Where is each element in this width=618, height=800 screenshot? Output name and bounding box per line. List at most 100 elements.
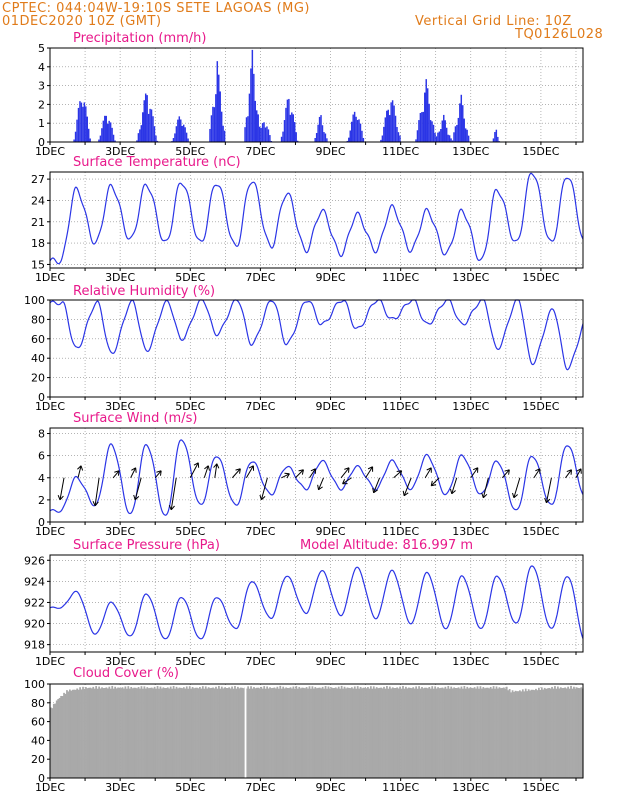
cloud-bar <box>270 688 273 778</box>
cloud-bar <box>295 686 298 778</box>
precip-bar <box>440 129 442 142</box>
cloud-bar <box>178 687 181 778</box>
precip-bar <box>212 106 214 142</box>
x-tick-label: 15DEC <box>522 655 559 668</box>
precip-bar <box>185 132 188 142</box>
wind-vector-head <box>133 494 140 501</box>
precip-bar <box>358 119 360 142</box>
cloud-bar <box>220 686 223 778</box>
precip-bar <box>177 119 179 142</box>
cloud-bar <box>235 688 238 778</box>
precip-bar <box>82 106 84 142</box>
cloud-bar <box>350 687 353 778</box>
precip-bar <box>454 126 457 142</box>
cloud-bar <box>407 687 410 778</box>
cloud-bar <box>326 688 328 778</box>
cloud-bar <box>409 687 412 778</box>
cloud-bar <box>104 687 106 778</box>
cloud-bar <box>453 687 456 778</box>
x-tick-label: 9DEC <box>315 525 345 538</box>
x-tick-label: 3DEC <box>105 400 135 413</box>
y-tick-label: 3 <box>38 80 45 93</box>
x-tick-label: 13DEC <box>452 655 489 668</box>
x-tick-label: 9DEC <box>315 655 345 668</box>
precip-bar <box>391 100 394 142</box>
cloud-bar <box>291 688 293 778</box>
cloud-bar <box>193 688 195 778</box>
y-tick-label: 8 <box>38 428 45 441</box>
wind-vector <box>365 466 374 479</box>
cloud-bar <box>443 688 445 778</box>
precip-bar <box>247 116 249 142</box>
header-datetime: 01DEC2020 10Z (GMT) <box>2 14 162 29</box>
cloud-bar <box>552 688 555 778</box>
x-tick-label: 3DEC <box>105 781 135 794</box>
precip-bar <box>99 135 102 142</box>
cloud-bar <box>248 688 251 778</box>
wind-vector <box>501 469 510 479</box>
cloud-bar <box>74 689 77 778</box>
cloud-bar <box>501 687 504 778</box>
cloud-bar <box>555 688 558 778</box>
wind-vector-head <box>92 501 99 507</box>
cloud-bar <box>55 700 58 778</box>
cloud-bar <box>218 685 220 778</box>
x-tick-label: 15DEC <box>522 400 559 413</box>
cloud-bar <box>118 687 121 778</box>
wind-vector-head <box>77 465 84 471</box>
y-tick-label: 922 <box>24 596 45 609</box>
wind-vector <box>545 477 552 503</box>
plot-frame <box>49 683 584 779</box>
cloud-bar <box>396 687 399 778</box>
cloud-bar <box>225 687 228 778</box>
cloud-bar <box>540 687 543 778</box>
cloud-bar <box>82 686 84 778</box>
cloud-bar <box>479 686 482 778</box>
precip-bar <box>459 103 461 142</box>
wind-vector <box>533 468 541 479</box>
wind-vector <box>373 477 381 493</box>
cloud-bar <box>532 689 534 778</box>
cloud-bar <box>187 688 190 778</box>
precip-bar <box>361 130 363 142</box>
cloud-bar <box>441 687 444 778</box>
precip-bar <box>422 111 425 142</box>
cloud-bar <box>310 688 312 778</box>
y-tick-label: 2 <box>38 494 45 507</box>
cloud-bar <box>520 691 523 778</box>
pressure-title: Surface Pressure (hPa) <box>73 538 220 553</box>
precip-bar <box>86 116 88 142</box>
precip-bar <box>256 110 258 142</box>
cloud-bar <box>571 688 574 778</box>
precip-bar <box>380 139 382 142</box>
x-tick-label: 5DEC <box>175 525 205 538</box>
cloud-bar <box>340 685 343 778</box>
cloud-bar <box>275 688 277 778</box>
cloud-bar <box>185 686 188 778</box>
precip-bar <box>261 123 264 142</box>
cloud-bar <box>219 688 222 778</box>
cloud-bar <box>573 686 575 778</box>
precip-bar <box>251 49 254 142</box>
precip-bar <box>291 112 293 142</box>
cloud-bar <box>155 688 157 778</box>
cloud-bar <box>537 687 540 778</box>
cloud-bar <box>172 685 175 778</box>
precip-bar <box>464 128 467 142</box>
precip-bar <box>89 138 91 142</box>
precip-bar <box>456 124 458 142</box>
cloud-bar <box>117 687 119 778</box>
cloud-bar <box>524 688 527 778</box>
precip-bar <box>140 125 143 142</box>
precip-bar <box>101 128 103 142</box>
wind-vector-head <box>449 488 456 495</box>
cloud-bar <box>203 688 206 778</box>
wind-vector <box>94 477 100 506</box>
x-tick-label: 11DEC <box>382 525 419 538</box>
precip-bar <box>353 111 356 142</box>
cloud-bar <box>162 687 165 778</box>
precip-bar <box>390 102 392 142</box>
cloud-bar <box>402 685 404 778</box>
cloud-bar <box>288 688 290 778</box>
cloud-bar <box>562 687 565 778</box>
